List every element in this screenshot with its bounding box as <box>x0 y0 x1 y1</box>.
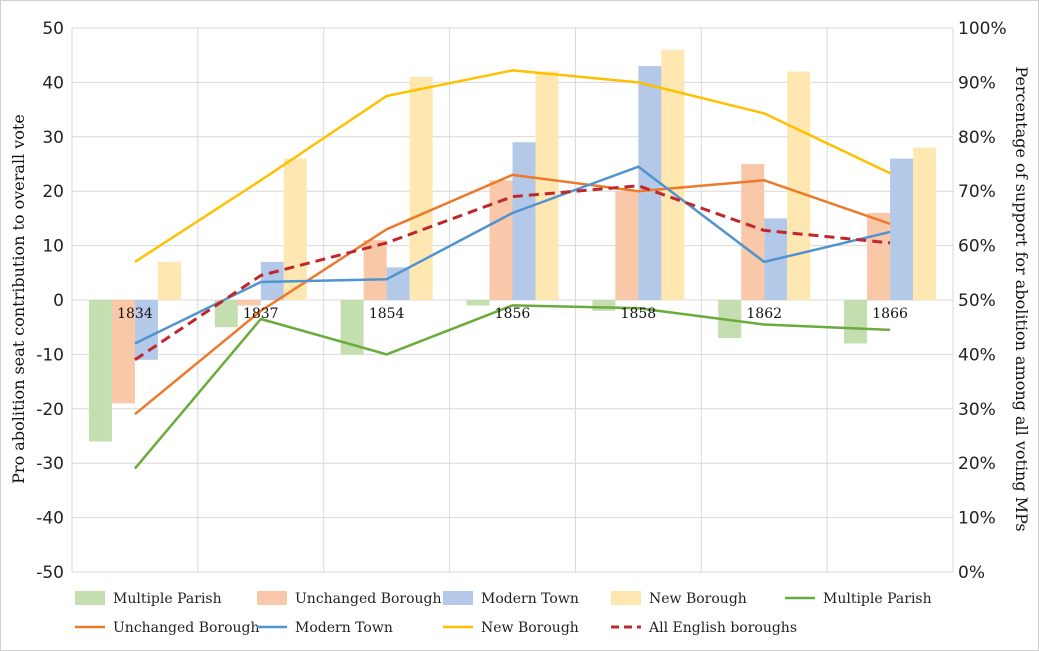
category-labels: 1834 1837 1854 1856 1858 1862 1866 <box>117 306 908 322</box>
bar-unchanged-borough <box>363 240 387 300</box>
line-all-english-boroughs <box>134 184 891 362</box>
bars <box>88 49 937 442</box>
category-label: 1837 <box>243 306 279 322</box>
legend: Multiple Parish Unchanged Borough Modern T… <box>75 591 932 636</box>
legend-swatch-bar-modern-town <box>443 591 473 605</box>
left-tick-label: 0 <box>53 291 64 311</box>
category-label: 1866 <box>872 306 908 322</box>
right-tick-label: 50% <box>958 291 996 311</box>
category-label: 1834 <box>117 306 153 322</box>
right-tick-label: 0% <box>958 563 985 583</box>
left-tick-label: 20 <box>42 182 64 202</box>
bar-unchanged-borough <box>111 300 135 404</box>
left-tick-label: -50 <box>36 563 64 583</box>
bar-modern-town <box>134 300 158 360</box>
bar-unchanged-borough <box>615 191 639 300</box>
right-tick-label: 10% <box>958 509 996 529</box>
right-axis-title: Percentage of support for abolition amon… <box>1012 66 1031 531</box>
left-tick-label: -40 <box>36 509 64 529</box>
legend-swatch-bar-unchanged-borough <box>257 591 287 605</box>
bar-multiple-parish <box>88 300 112 442</box>
legend-label: Unchanged Borough <box>113 620 260 636</box>
bar-modern-town <box>512 142 536 300</box>
bar-new-borough <box>787 71 811 301</box>
bar-multiple-parish <box>844 300 868 344</box>
axis-ticks: 50 40 30 20 10 0 -10 -20 -30 -40 -50 100% 90% 80% 70% 6… <box>36 19 1006 583</box>
bar-new-borough <box>913 147 937 300</box>
bar-multiple-parish <box>340 300 364 355</box>
left-tick-label: 10 <box>42 237 64 257</box>
left-axis-title: Pro abolition seat contribution to overa… <box>9 114 28 484</box>
bar-multiple-parish <box>592 300 616 311</box>
bar-new-borough <box>283 158 307 300</box>
right-tick-label: 30% <box>958 400 996 420</box>
legend-label: All English boroughs <box>648 620 797 636</box>
legend-label: Unchanged Borough <box>295 591 442 607</box>
category-label: 1862 <box>746 306 782 322</box>
legend-label: Modern Town <box>295 620 393 636</box>
legend-label: Modern Town <box>481 591 579 607</box>
bar-unchanged-borough <box>237 300 261 306</box>
left-tick-label: -30 <box>36 454 64 474</box>
bar-modern-town <box>890 158 914 300</box>
right-tick-label: 60% <box>958 237 996 257</box>
left-tick-label: 40 <box>42 73 64 93</box>
right-tick-label: 100% <box>958 19 1007 39</box>
right-tick-label: 70% <box>958 182 996 202</box>
bar-multiple-parish <box>466 300 490 306</box>
lines <box>133 69 891 470</box>
left-tick-label: 50 <box>42 19 64 39</box>
bar-unchanged-borough <box>489 180 513 300</box>
right-tick-label: 40% <box>958 345 996 365</box>
bar-unchanged-borough <box>867 212 891 300</box>
line-modern-town <box>134 165 891 345</box>
category-label: 1856 <box>495 306 531 322</box>
legend-label: New Borough <box>481 620 579 636</box>
line-unchanged-borough <box>134 173 891 416</box>
legend-label: Multiple Parish <box>113 591 222 607</box>
bar-unchanged-borough <box>741 164 765 300</box>
right-tick-label: 90% <box>958 73 996 93</box>
bar-new-borough <box>661 49 685 301</box>
legend-swatch-bar-new-borough <box>611 591 641 605</box>
right-tick-label: 20% <box>958 454 996 474</box>
bar-new-borough <box>535 71 559 301</box>
bar-modern-town <box>638 66 662 300</box>
legend-label: Multiple Parish <box>823 591 932 607</box>
line-multiple-parish <box>133 304 891 470</box>
right-tick-label: 80% <box>958 128 996 148</box>
legend-label: New Borough <box>649 591 747 607</box>
left-tick-label: 30 <box>42 128 64 148</box>
left-tick-label: -20 <box>36 400 64 420</box>
category-label: 1858 <box>621 306 657 322</box>
legend-swatch-bar-multiple-parish <box>75 591 105 605</box>
bar-new-borough <box>409 76 433 301</box>
bar-multiple-parish <box>214 300 238 328</box>
category-label: 1854 <box>369 306 405 322</box>
bar-new-borough <box>157 261 181 300</box>
line-new-borough <box>134 69 891 263</box>
left-tick-label: -10 <box>36 345 64 365</box>
